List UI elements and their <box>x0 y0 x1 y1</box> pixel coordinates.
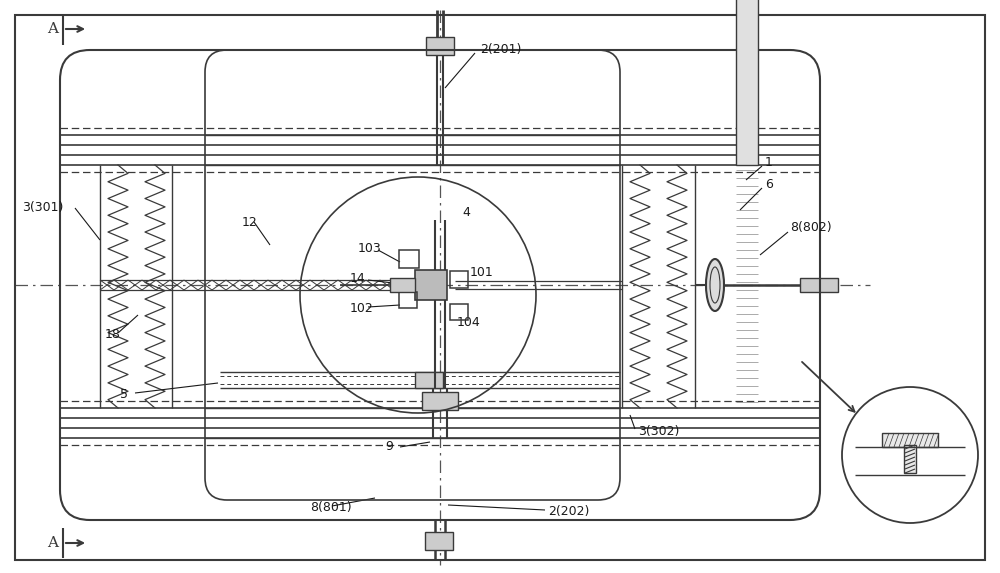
Bar <box>399 292 417 308</box>
Bar <box>415 372 443 388</box>
Bar <box>399 250 419 268</box>
Text: 9: 9 <box>894 481 902 493</box>
Bar <box>415 270 447 300</box>
Bar <box>800 278 838 292</box>
Bar <box>450 304 468 320</box>
Text: 9: 9 <box>385 441 393 453</box>
Text: 6: 6 <box>855 449 862 461</box>
Text: 5: 5 <box>120 388 128 402</box>
Bar <box>390 278 415 292</box>
Text: 101: 101 <box>470 265 494 278</box>
Text: 14: 14 <box>350 272 366 285</box>
Text: A: A <box>47 536 58 550</box>
Bar <box>450 271 468 288</box>
Text: 103: 103 <box>358 241 382 254</box>
Bar <box>426 37 454 55</box>
Text: 2(202): 2(202) <box>548 505 589 519</box>
Text: 6: 6 <box>765 179 773 191</box>
Bar <box>736 0 758 165</box>
Text: 8(801): 8(801) <box>310 501 352 515</box>
Text: 3(302): 3(302) <box>638 426 679 438</box>
Text: 102: 102 <box>350 301 374 315</box>
Text: 12: 12 <box>242 215 258 229</box>
Text: 104: 104 <box>457 316 481 328</box>
Text: 1: 1 <box>765 156 773 170</box>
Ellipse shape <box>706 259 724 311</box>
Text: 7: 7 <box>930 421 938 434</box>
Text: A: A <box>47 22 58 36</box>
Text: 3(301): 3(301) <box>22 202 63 214</box>
Text: 4: 4 <box>462 206 470 219</box>
Bar <box>882 433 938 447</box>
Text: 2(201): 2(201) <box>480 44 521 57</box>
Bar <box>904 445 916 473</box>
Text: 18: 18 <box>105 328 121 342</box>
Circle shape <box>842 387 978 523</box>
Bar <box>425 532 453 550</box>
Text: 8(802): 8(802) <box>790 222 832 234</box>
Bar <box>422 392 458 410</box>
